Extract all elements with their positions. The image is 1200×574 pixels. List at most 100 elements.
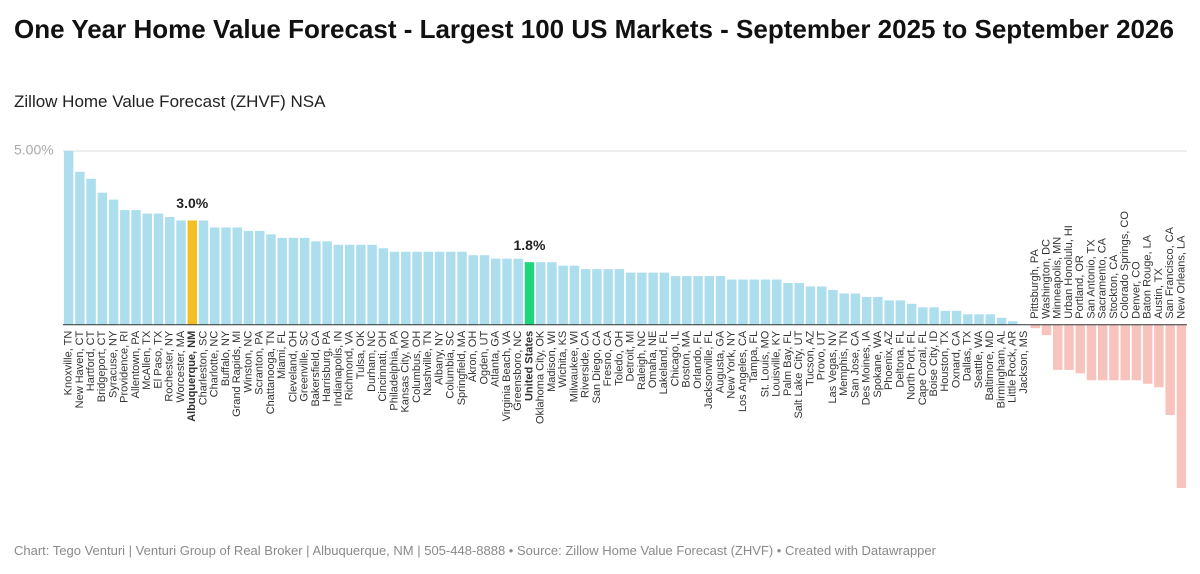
- bar: [839, 293, 849, 325]
- bar: [951, 310, 962, 325]
- x-tick-label: Philadelphia, PA: [388, 330, 400, 411]
- bar: [828, 289, 838, 325]
- bar: [322, 241, 332, 325]
- bar: [873, 296, 883, 325]
- x-tick-label: Buffalo, NY: [220, 330, 232, 386]
- bar: [153, 213, 164, 325]
- bar: [547, 262, 557, 325]
- x-tick-label: New York, NY: [726, 330, 738, 399]
- x-tick-label: Akron, OH: [467, 331, 479, 382]
- bar: [479, 255, 490, 325]
- bar: [356, 244, 366, 325]
- bar: [457, 251, 467, 325]
- x-tick-label: Denver, CO: [1130, 261, 1142, 319]
- chart-subtitle: Zillow Home Value Forecast (ZHVF) NSA: [14, 92, 326, 111]
- x-tick-label: Raleigh, NC: [636, 331, 648, 390]
- chart-title: One Year Home Value Forecast - Largest 1…: [14, 14, 1174, 44]
- x-tick-label: St. Louis, MO: [759, 330, 771, 397]
- chart: 5.00% Knoxville, TN New Haven, CT Hartford,…: [14, 142, 1187, 488]
- x-tick-label: Milwaukee, WI: [568, 331, 580, 403]
- x-tick-label: Washington, DC: [1040, 239, 1052, 319]
- x-tick-label: Rochester, NY: [164, 330, 176, 402]
- x-tick-label: North Port, FL: [906, 331, 918, 400]
- bar: [850, 293, 861, 325]
- bar: [243, 230, 254, 325]
- y-tick-label: 5.00%: [14, 142, 54, 158]
- x-tick-label: Austin, TX: [1153, 268, 1165, 319]
- bar: [906, 303, 917, 325]
- x-tick-label: Wichita, KS: [557, 331, 569, 388]
- x-tick-label: Springfield, MA: [456, 330, 468, 405]
- bar: [176, 220, 186, 325]
- bar: [727, 279, 737, 325]
- bar: [1041, 324, 1052, 336]
- bar: [198, 220, 209, 325]
- x-tick-label: San Diego, CA: [591, 330, 603, 403]
- bar: [1053, 324, 1063, 370]
- x-tick-label: Cape Coral, FL: [917, 331, 929, 406]
- x-tick-label: Harrisburg, PA: [321, 330, 333, 402]
- x-tick-label: Omaha, NE: [647, 331, 659, 388]
- x-tick-label: Greenville, SC: [299, 331, 311, 402]
- bar: [187, 220, 197, 325]
- bar: [266, 234, 276, 325]
- bar: [1120, 324, 1130, 381]
- x-tick-label: Provo, UT: [816, 330, 828, 380]
- x-tick-label: Detroit, MI: [625, 331, 637, 382]
- x-tick-label: New Haven, CT: [74, 330, 86, 408]
- bar: [625, 272, 636, 325]
- x-tick-label: Albuquerque, NM: [186, 331, 198, 422]
- bar: [446, 251, 456, 325]
- bar: [738, 279, 748, 325]
- x-tick-label: Scranton, PA: [254, 330, 266, 395]
- x-tick-label: Urban Honolulu, HI: [1063, 225, 1075, 319]
- bar: [1165, 324, 1175, 416]
- x-tick-label: Nashville, TN: [422, 331, 434, 396]
- bar: [1086, 324, 1097, 381]
- bar: [401, 251, 411, 325]
- bar: [142, 213, 153, 325]
- bar: [86, 178, 96, 325]
- x-tick-label: Minneapolis, MN: [1052, 237, 1064, 319]
- bar: [963, 314, 973, 325]
- bar: [288, 237, 299, 325]
- bar: [131, 210, 141, 325]
- x-tick-label: Des Moines, IA: [861, 330, 873, 405]
- x-tick-label: Toledo, OH: [613, 331, 625, 386]
- bar: [491, 258, 501, 325]
- x-tick-label: Madison, WI: [546, 331, 558, 392]
- bar: [75, 171, 85, 325]
- bar: [794, 283, 804, 325]
- chart-footer: Chart: Tego Venturi | Venturi Group of R…: [14, 543, 936, 558]
- bar: [670, 276, 681, 325]
- x-tick-label: Baltimore, MD: [984, 331, 996, 401]
- x-tick-label: Deltona, FL: [894, 331, 906, 388]
- x-tick-label: Allentown, PA: [130, 330, 142, 398]
- x-tick-label: Bakersfield, CA: [310, 330, 322, 406]
- bar: [592, 269, 602, 325]
- x-tick-label: Baton Rouge, LA: [1142, 234, 1154, 318]
- bar: [996, 317, 1007, 325]
- bar: [704, 276, 715, 325]
- x-tick-label: Columbus, OH: [411, 331, 423, 403]
- bar: [63, 151, 74, 325]
- x-tick-label: Jacksonville, FL: [703, 331, 715, 409]
- x-tick-label: Little Rock, AR: [1007, 331, 1019, 403]
- bar: [580, 269, 591, 325]
- x-tick-label: Ogden, UT: [478, 330, 490, 384]
- x-tick-label: Lakeland, FL: [658, 331, 670, 395]
- x-tick-label: Providence, RI: [119, 331, 131, 403]
- bar: [648, 272, 658, 325]
- bar: [535, 262, 546, 325]
- x-tick-label: Charleston, SC: [197, 331, 209, 406]
- x-tick-label: Spokane, WA: [872, 330, 884, 398]
- x-tick-label: Las Vegas, NV: [827, 330, 839, 403]
- bar: [502, 258, 512, 325]
- bar: [389, 251, 400, 325]
- bar: [412, 251, 422, 325]
- bar: [367, 244, 377, 325]
- x-tick-label: Cleveland, OH: [287, 331, 299, 403]
- bar: [682, 276, 692, 325]
- bar: [1142, 324, 1153, 384]
- bar: [816, 286, 827, 325]
